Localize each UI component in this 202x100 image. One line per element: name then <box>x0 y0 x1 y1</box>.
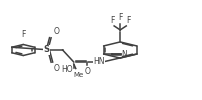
Text: Me: Me <box>74 72 84 78</box>
Text: O: O <box>53 27 59 36</box>
Text: O: O <box>53 64 59 73</box>
Text: F: F <box>110 16 114 25</box>
Text: F: F <box>21 30 25 40</box>
Text: F: F <box>118 13 122 22</box>
Text: S: S <box>43 46 49 54</box>
Text: F: F <box>126 16 130 25</box>
Text: N: N <box>121 50 127 58</box>
Text: O: O <box>84 67 90 76</box>
Text: HO: HO <box>61 64 73 74</box>
Text: HN: HN <box>93 57 105 66</box>
